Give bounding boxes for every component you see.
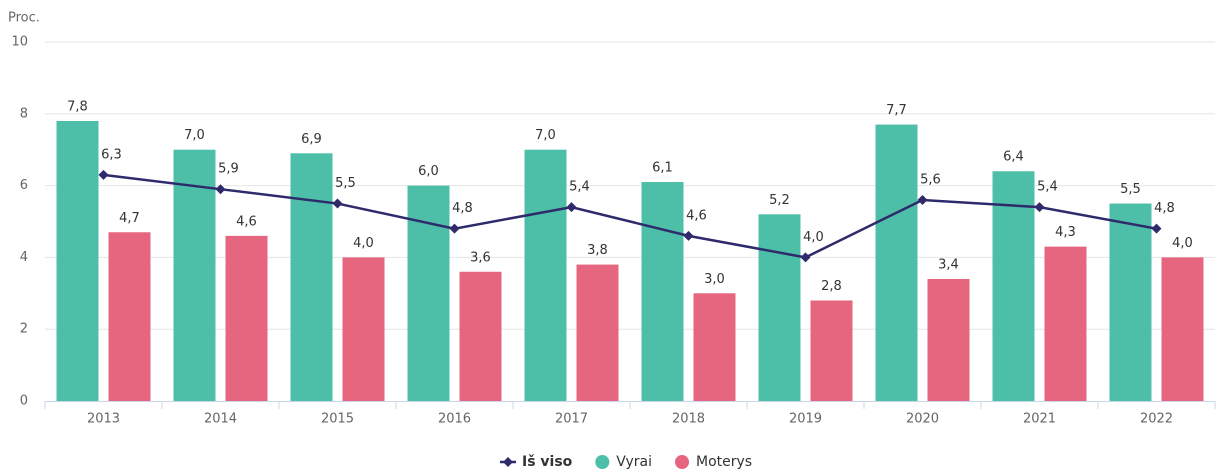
bar xyxy=(992,171,1035,401)
bar-label: 4,3 xyxy=(1055,225,1076,240)
line-marker xyxy=(683,230,694,241)
bar-label: 3,8 xyxy=(587,243,608,258)
bar xyxy=(576,264,619,401)
legend-label: Iš viso xyxy=(522,454,573,470)
bar xyxy=(108,232,151,401)
line-label: 5,4 xyxy=(1037,180,1058,195)
bar-label: 6,4 xyxy=(1003,150,1024,165)
legend-label: Vyrai xyxy=(616,454,652,470)
legend-marker xyxy=(503,457,513,467)
line-marker xyxy=(98,169,109,180)
bar-label: 4,0 xyxy=(353,236,374,251)
x-tick-label: 2022 xyxy=(1140,412,1173,427)
y-tick-label: 10 xyxy=(11,35,28,50)
bar-label: 7,7 xyxy=(886,103,907,118)
line-label: 6,3 xyxy=(101,147,122,162)
bar-label: 6,9 xyxy=(301,132,322,147)
x-tick-label: 2018 xyxy=(672,412,705,427)
line-marker xyxy=(1034,202,1045,213)
x-tick-label: 2015 xyxy=(321,412,354,427)
bar xyxy=(225,235,268,401)
x-tick-label: 2017 xyxy=(555,412,588,427)
bar xyxy=(927,278,970,401)
y-tick-label: 4 xyxy=(20,250,28,265)
bar-label: 5,2 xyxy=(769,193,790,208)
line-marker xyxy=(800,252,811,263)
x-tick-label: 2016 xyxy=(438,412,471,427)
y-tick-label: 0 xyxy=(20,394,28,409)
bar-label: 4,0 xyxy=(1172,236,1193,251)
bar-label: 3,6 xyxy=(470,250,491,265)
bar xyxy=(342,257,385,401)
bar xyxy=(524,149,567,401)
bar-label: 3,4 xyxy=(938,257,959,272)
line-marker xyxy=(566,202,577,213)
legend-marker xyxy=(595,455,610,469)
bar-label: 5,5 xyxy=(1120,182,1141,197)
bar xyxy=(875,124,918,401)
bar xyxy=(56,120,99,401)
bar-label: 7,0 xyxy=(184,128,205,143)
legend-marker xyxy=(675,455,690,469)
bar xyxy=(173,149,216,401)
x-tick-label: 2020 xyxy=(906,412,939,427)
line-marker xyxy=(1151,223,1162,234)
x-tick-label: 2019 xyxy=(789,412,822,427)
bar xyxy=(407,185,450,401)
bar-label: 7,0 xyxy=(535,128,556,143)
line-marker xyxy=(917,194,928,205)
bar-label: 6,0 xyxy=(418,164,439,179)
bar xyxy=(290,153,333,401)
bar xyxy=(641,182,684,401)
bar xyxy=(1161,257,1204,401)
bar xyxy=(459,271,502,401)
x-tick-label: 2013 xyxy=(87,412,120,427)
line-marker xyxy=(449,223,460,234)
line-label: 5,4 xyxy=(569,180,590,195)
x-tick-label: 2014 xyxy=(204,412,237,427)
bar-label: 3,0 xyxy=(704,272,725,287)
y-tick-label: 8 xyxy=(20,106,28,121)
bar xyxy=(1044,246,1087,401)
bar-label: 6,1 xyxy=(652,161,673,176)
bar-label: 4,7 xyxy=(119,211,140,226)
line-label: 4,0 xyxy=(803,230,824,245)
line xyxy=(103,173,1157,259)
line-marker xyxy=(215,184,226,195)
y-tick-label: 6 xyxy=(20,178,28,193)
line-label: 4,8 xyxy=(1154,201,1175,216)
line-label: 5,6 xyxy=(920,172,941,187)
line-label: 5,5 xyxy=(335,176,356,191)
x-tick-label: 2021 xyxy=(1023,412,1056,427)
bar xyxy=(810,300,853,401)
line-label: 4,6 xyxy=(686,208,707,223)
bar-label: 2,8 xyxy=(821,279,842,294)
legend-label: Moterys xyxy=(696,454,752,470)
bar-label: 7,8 xyxy=(67,99,88,114)
bar xyxy=(1109,203,1152,401)
y-tick-label: 2 xyxy=(20,322,28,337)
y-axis-label: Proc. xyxy=(8,11,40,26)
bar xyxy=(693,293,736,401)
bar-label: 4,6 xyxy=(236,214,257,229)
line-label: 4,8 xyxy=(452,201,473,216)
bar xyxy=(758,214,801,401)
line-marker xyxy=(332,198,343,209)
line-label: 5,9 xyxy=(218,162,239,177)
